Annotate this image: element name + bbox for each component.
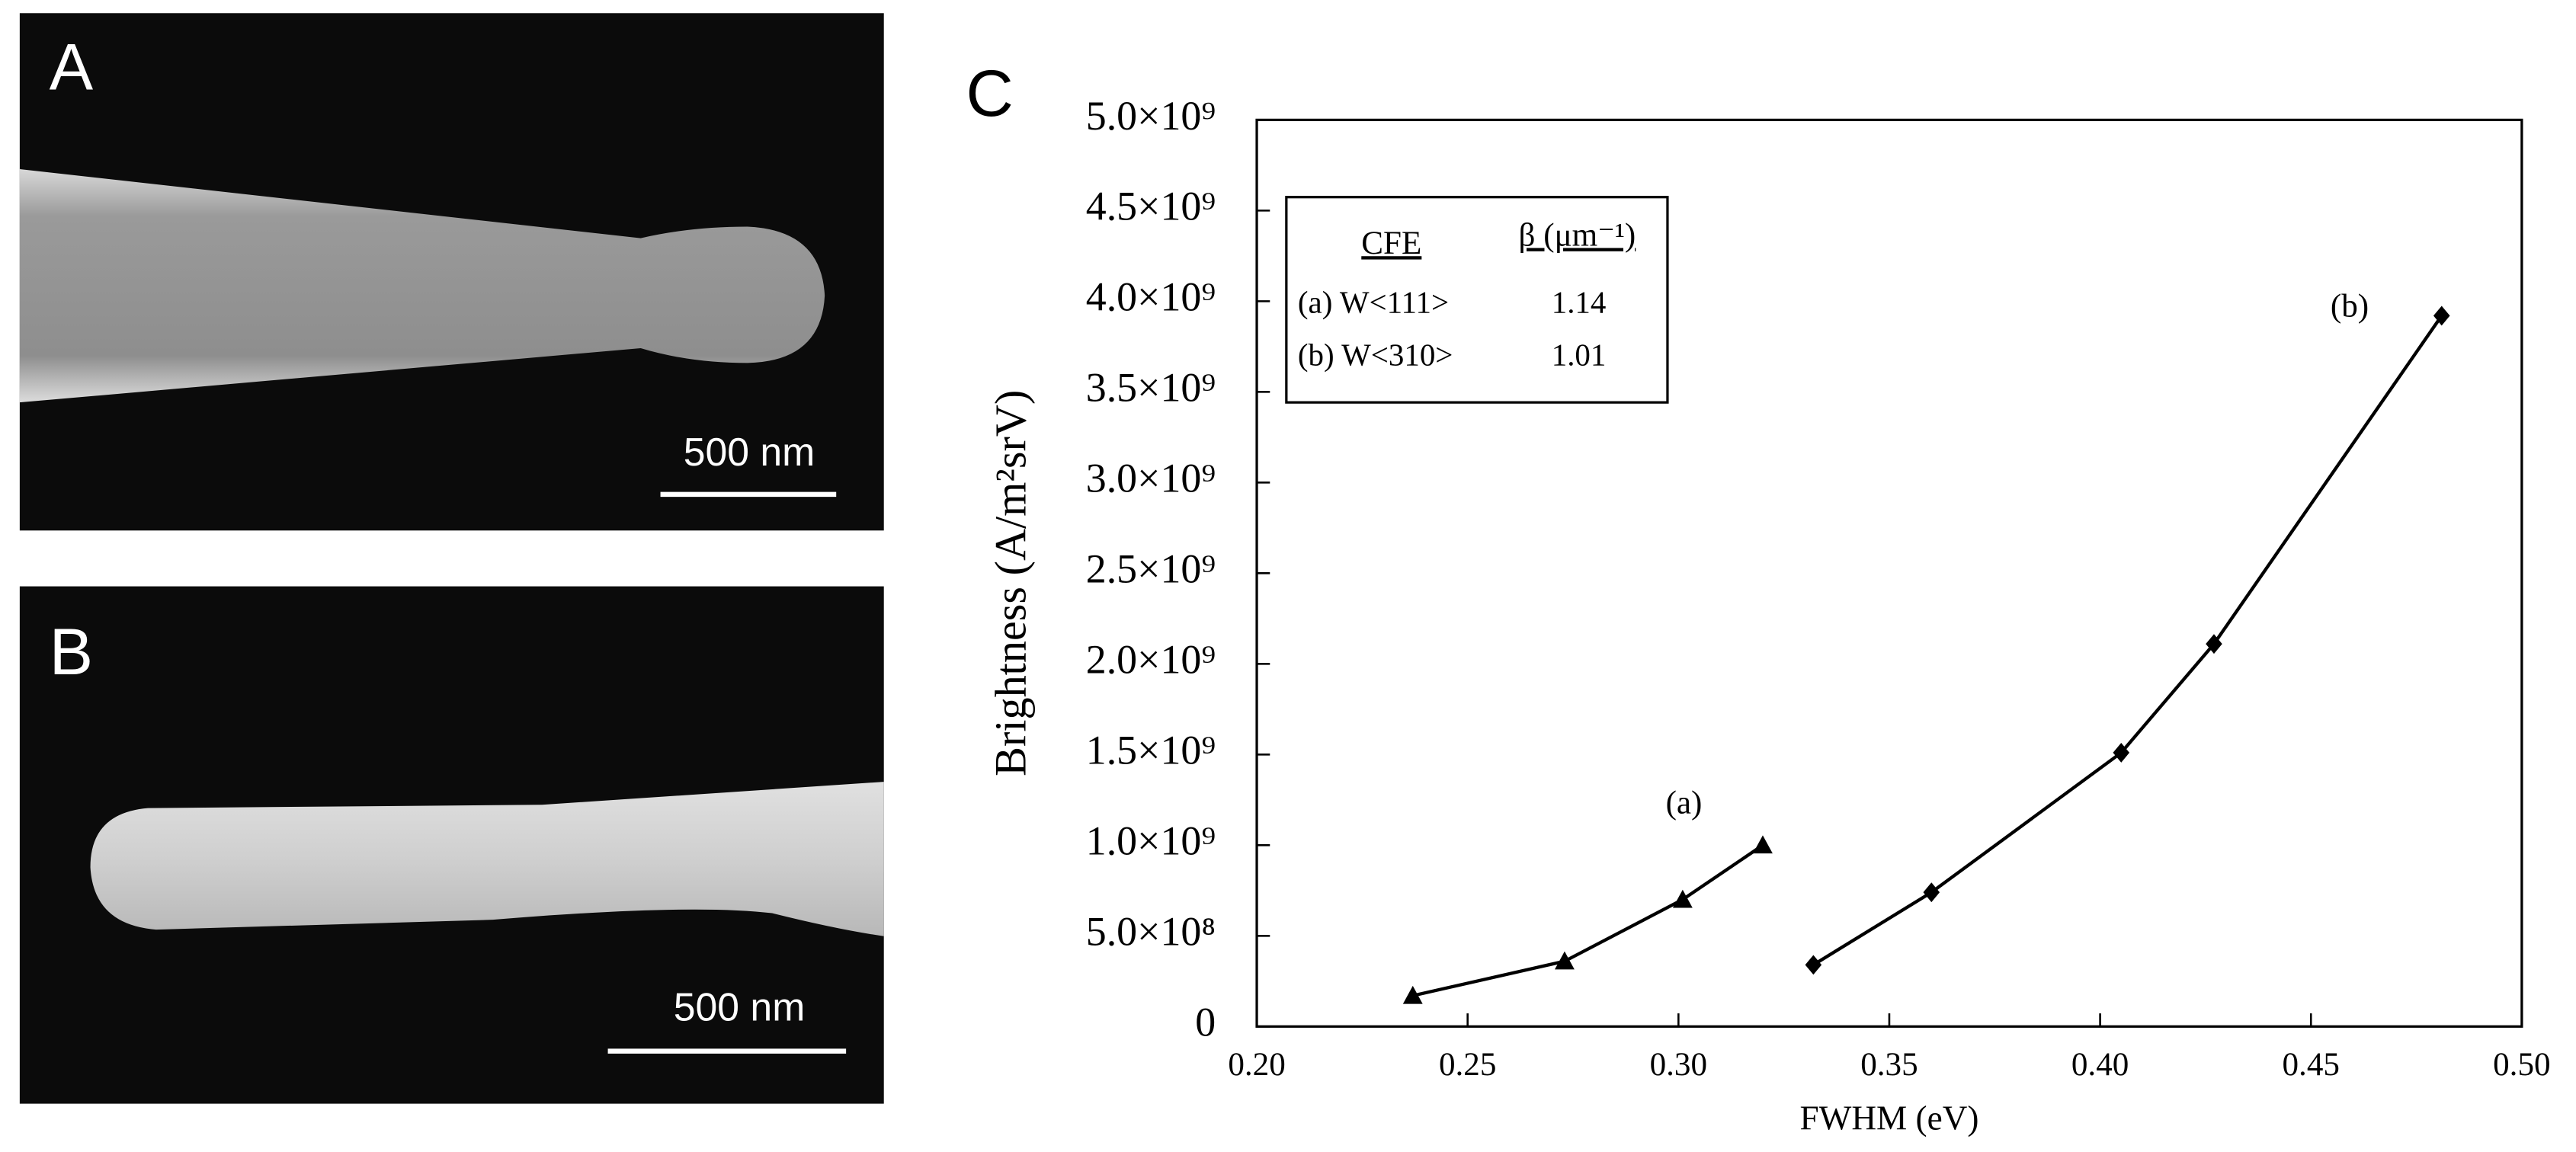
- y-tick-label: 2.5×10⁹: [1086, 546, 1216, 592]
- x-tick-label: 0.50: [2493, 1047, 2550, 1083]
- y-tick-label: 1.5×10⁹: [1086, 728, 1216, 773]
- y-tick-label: 4.5×10⁹: [1086, 184, 1216, 229]
- marker: [1805, 955, 1822, 975]
- y-tick-label: 5.0×10⁸: [1086, 909, 1216, 955]
- legend-cell: 1.14: [1552, 285, 1607, 319]
- x-tick-label: 0.35: [1860, 1047, 1918, 1083]
- y-axis-label: Brightness (A/m²srV): [986, 390, 1036, 776]
- y-tick-label: 4.0×10⁹: [1086, 274, 1216, 320]
- scale-bar-label: 500 nm: [684, 430, 815, 474]
- marker: [2206, 634, 2222, 654]
- legend-cell: 1.01: [1552, 338, 1607, 372]
- legend-header: β (μm⁻¹): [1519, 217, 1636, 253]
- legend-cell: (b) W<310>: [1298, 338, 1453, 372]
- legend-box: [1285, 196, 1669, 404]
- legend-header: CFE: [1361, 226, 1421, 261]
- series-label: (a): [1666, 785, 1703, 821]
- marker: [2113, 743, 2130, 763]
- tip-shape: [19, 169, 825, 403]
- tip-shape: [90, 782, 884, 936]
- series-line: [1412, 843, 1764, 997]
- scale-bar-label: 500 nm: [674, 984, 806, 1029]
- series-line: [1812, 315, 2443, 967]
- x-tick-label: 0.40: [2071, 1047, 2129, 1083]
- x-tick-label: 0.20: [1228, 1047, 1285, 1083]
- y-tick-label: 3.5×10⁹: [1086, 365, 1216, 411]
- legend-table: CFE β (μm⁻¹) (a) W<111> 1.14 (b) W<310> …: [1285, 196, 1669, 404]
- y-tick-label: 3.0×10⁹: [1086, 456, 1216, 501]
- x-tick-label: 0.45: [2283, 1047, 2340, 1083]
- x-tick-label: 0.30: [1650, 1047, 1707, 1083]
- marker: [1672, 889, 1693, 908]
- panel-label: C: [966, 57, 1014, 130]
- y-tick-label: 1.0×10⁹: [1086, 818, 1216, 864]
- panel-label: A: [50, 31, 94, 104]
- marker: [1923, 882, 1940, 903]
- marker: [1554, 951, 1575, 970]
- x-axis-label: FWHM (eV): [1799, 1099, 1978, 1138]
- y-tick-label: 0: [1195, 1000, 1216, 1045]
- marker: [1402, 985, 1423, 1004]
- legend-cell: (a) W<111>: [1298, 285, 1449, 319]
- y-tick-label: 2.0×10⁹: [1086, 637, 1216, 683]
- y-tick-label: 5.0×10⁹: [1086, 93, 1216, 139]
- marker: [1753, 835, 1773, 854]
- x-tick-label: 0.25: [1439, 1047, 1496, 1083]
- panel-label: B: [50, 616, 94, 689]
- series-label: (b): [2331, 289, 2369, 325]
